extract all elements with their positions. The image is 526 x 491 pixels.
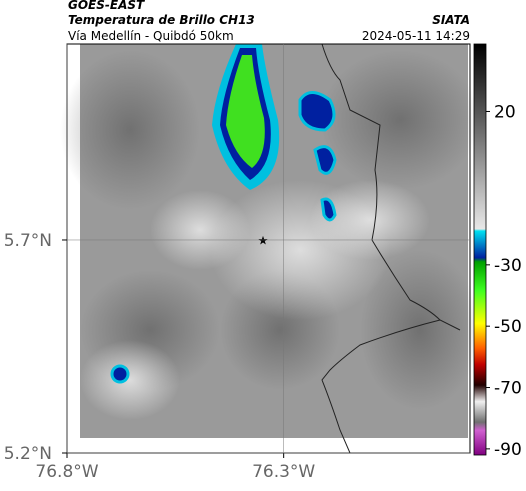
colorbar-tick-label: -30 — [494, 256, 522, 276]
subtitle: Vía Medellín - Quibdó 50km — [68, 29, 234, 43]
datetime: 2024-05-11 14:29 — [362, 29, 470, 43]
title: Temperatura de Brillo CH13 — [68, 13, 255, 27]
y-tick-label: 5.7°N — [4, 231, 52, 251]
colorbar-tick-label: -70 — [494, 379, 522, 399]
colorbar-tick-label: -90 — [494, 440, 522, 460]
y-tick-label: 5.2°N — [4, 444, 52, 464]
x-tick-label: 76.8°W — [35, 462, 98, 482]
satellite-name: GOES-EAST — [68, 0, 145, 12]
colorbar — [473, 43, 487, 456]
colorbar-tick-label: -50 — [494, 317, 522, 337]
x-tick-label: 76.3°W — [252, 462, 315, 482]
colorbar-tick-label: 20 — [494, 102, 516, 122]
svg-text:★: ★ — [258, 234, 269, 248]
satellite-image: ★ — [60, 43, 480, 454]
source: SIATA — [432, 13, 470, 27]
